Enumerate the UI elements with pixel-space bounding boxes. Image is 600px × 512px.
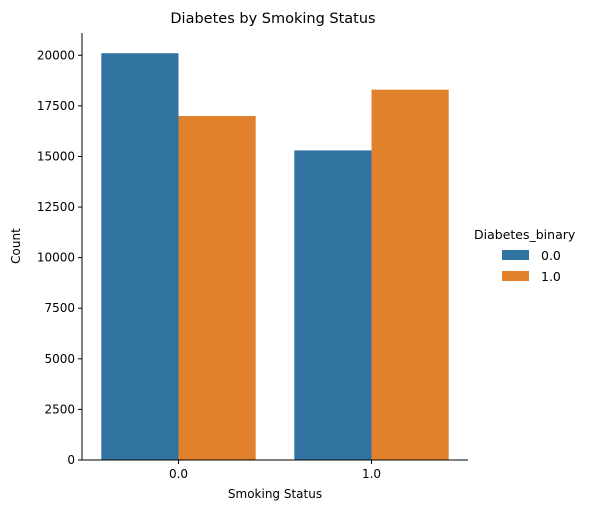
y-axis-label: Count (9, 228, 23, 264)
y-tick-label: 5000 (44, 352, 75, 366)
bar-1.0-series-0.0 (294, 150, 372, 461)
legend-label-1.0: 1.0 (541, 269, 561, 284)
legend-title: Diabetes_binary (474, 227, 576, 242)
legend-label-0.0: 0.0 (541, 248, 561, 263)
bar-0.0-series-0.0 (101, 53, 179, 460)
bar-1.0-series-1.0 (371, 89, 449, 460)
y-tick-label: 12500 (37, 200, 75, 214)
bars-group (101, 53, 449, 461)
y-tick-label: 2500 (44, 402, 75, 416)
bar-0.0-series-1.0 (178, 115, 256, 461)
x-tick-label: 0.0 (169, 467, 188, 481)
y-tick-label: 20000 (37, 48, 75, 62)
y-tick-label: 10000 (37, 251, 75, 265)
y-tick-label: 17500 (37, 99, 75, 113)
x-tick-label: 1.0 (362, 467, 381, 481)
x-axis-label: Smoking Status (228, 487, 322, 501)
y-tick-label: 0 (67, 453, 75, 467)
y-axis-ticks: 0 2500 5000 7500 10000 12500 15000 17500 20000 (37, 48, 82, 467)
legend-swatch-0.0 (502, 250, 529, 260)
legend: Diabetes_binary 0.0 1.0 (474, 227, 576, 284)
chart-title: Diabetes by Smoking Status (170, 11, 375, 27)
y-tick-label: 15000 (37, 149, 75, 163)
legend-swatch-1.0 (502, 271, 529, 281)
x-axis-ticks: 0.0 1.0 (169, 460, 381, 481)
y-tick-label: 7500 (44, 301, 75, 315)
